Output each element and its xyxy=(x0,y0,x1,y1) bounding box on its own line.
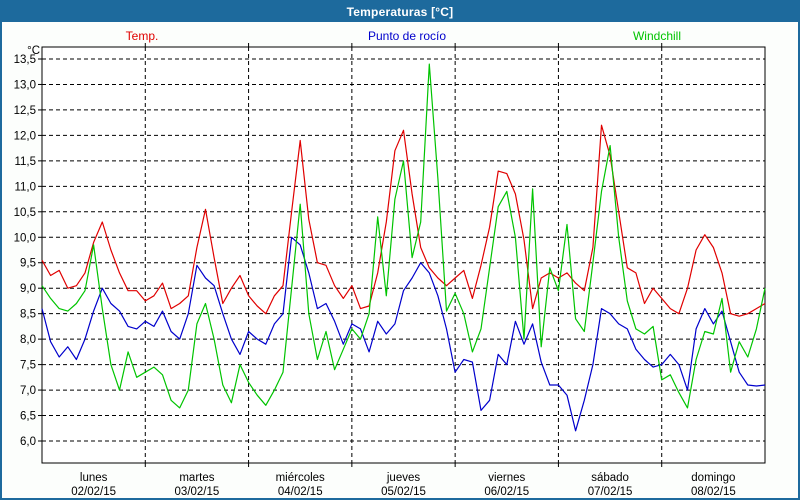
series-temp-line xyxy=(41,124,766,317)
day-name: domingo xyxy=(691,472,735,484)
day-date: 05/02/15 xyxy=(381,486,426,498)
svg-text:9,0: 9,0 xyxy=(20,283,36,295)
svg-text:6,0: 6,0 xyxy=(20,436,36,448)
day-date: 08/02/15 xyxy=(691,486,736,498)
day-date: 02/02/15 xyxy=(71,486,116,498)
legend-temp: Temp. xyxy=(125,29,159,43)
legend-punto-de-rocio: Punto de rocío xyxy=(367,29,447,43)
day-name: viernes xyxy=(488,472,525,484)
y-gridlines xyxy=(38,58,765,442)
day-name: jueves xyxy=(386,472,420,484)
svg-text:7,5: 7,5 xyxy=(20,360,36,372)
day-name: martes xyxy=(179,472,214,484)
svg-text:13,0: 13,0 xyxy=(14,79,36,91)
svg-text:11,5: 11,5 xyxy=(14,156,36,168)
svg-text:8,5: 8,5 xyxy=(20,309,36,321)
series-windchill-line xyxy=(41,63,766,409)
x-gridlines xyxy=(144,43,663,467)
svg-text:13,5: 13,5 xyxy=(14,54,36,66)
series-punto-de-roc-o-line xyxy=(41,236,766,432)
day-date: 03/02/15 xyxy=(175,486,220,498)
plot-area xyxy=(42,47,765,463)
y-tick-labels: 13,5 13,0 12,5 12,0 11,5 11,0 10,5 10,0 9,5 9,0 8,… xyxy=(14,54,36,448)
x-day-labels: lunes 02/02/15 martes 03/02/15 miércoles 04/0… xyxy=(71,472,735,498)
svg-text:10,0: 10,0 xyxy=(14,232,36,244)
day-date: 04/02/15 xyxy=(278,486,323,498)
window-title: Temperaturas [°C] xyxy=(2,2,798,22)
day-name: miércoles xyxy=(276,472,325,484)
svg-text:6,5: 6,5 xyxy=(20,411,36,423)
axis-frame xyxy=(41,46,766,464)
temperature-chart: 13,5 13,0 12,5 12,0 11,5 11,0 10,5 10,0 9,5 9,0 8,… xyxy=(14,43,766,498)
day-name: sábado xyxy=(591,472,629,484)
svg-text:11,0: 11,0 xyxy=(14,181,36,193)
y-axis-unit: °C xyxy=(27,45,40,57)
day-date: 06/02/15 xyxy=(484,486,529,498)
legend-windchill: Windchill xyxy=(632,29,681,43)
svg-text:12,5: 12,5 xyxy=(14,105,36,117)
svg-text:7,0: 7,0 xyxy=(20,385,36,397)
svg-text:8,0: 8,0 xyxy=(20,334,36,346)
day-date: 07/02/15 xyxy=(588,486,633,498)
svg-text:12,0: 12,0 xyxy=(14,130,36,142)
svg-text:9,5: 9,5 xyxy=(20,258,36,270)
svg-text:10,5: 10,5 xyxy=(14,207,36,219)
day-name: lunes xyxy=(80,472,108,484)
